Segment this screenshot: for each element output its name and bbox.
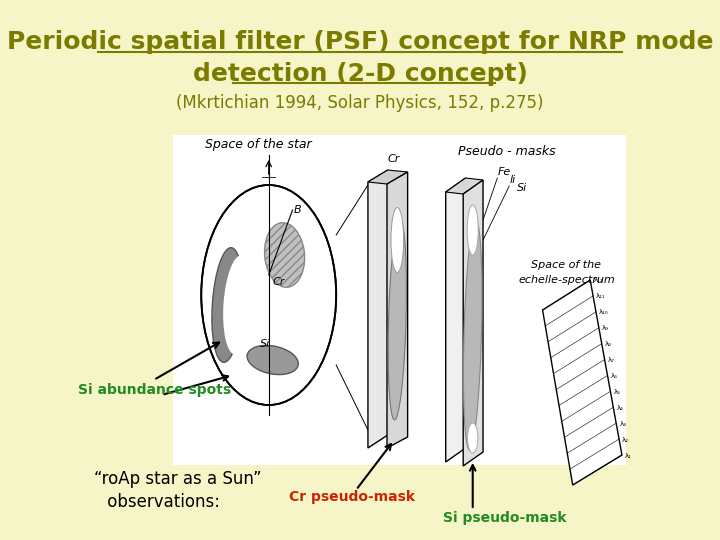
Polygon shape bbox=[368, 170, 408, 184]
Text: li: li bbox=[509, 175, 516, 185]
Text: Si pseudo-mask: Si pseudo-mask bbox=[444, 511, 567, 525]
Text: “roAp star as a Sun”: “roAp star as a Sun” bbox=[94, 470, 261, 488]
Text: λ₃: λ₃ bbox=[619, 421, 626, 427]
Text: λ₅: λ₅ bbox=[613, 389, 621, 395]
Ellipse shape bbox=[467, 205, 478, 255]
Polygon shape bbox=[387, 172, 408, 448]
Text: detection (2-D concept): detection (2-D concept) bbox=[192, 62, 528, 86]
Ellipse shape bbox=[464, 220, 482, 450]
Text: Space of the: Space of the bbox=[531, 260, 601, 270]
Ellipse shape bbox=[202, 185, 336, 405]
Text: λ₉: λ₉ bbox=[602, 325, 609, 331]
Text: λ₁₂: λ₁₂ bbox=[593, 277, 603, 283]
Text: Cr: Cr bbox=[272, 277, 284, 287]
Polygon shape bbox=[463, 180, 483, 466]
Text: Si abundance spots: Si abundance spots bbox=[78, 383, 231, 397]
Text: Cr: Cr bbox=[388, 154, 400, 164]
Text: Space of the star: Space of the star bbox=[205, 138, 312, 151]
Text: (Mkrtichian 1994, Solar Physics, 152, p.275): (Mkrtichian 1994, Solar Physics, 152, p.… bbox=[176, 94, 544, 112]
Ellipse shape bbox=[212, 248, 243, 362]
Text: λ₁₁: λ₁₁ bbox=[596, 293, 606, 299]
Ellipse shape bbox=[391, 207, 404, 273]
Text: Periodic spatial filter (PSF) concept for NRP mode: Periodic spatial filter (PSF) concept fo… bbox=[6, 30, 714, 54]
Ellipse shape bbox=[264, 222, 305, 287]
Text: observations:: observations: bbox=[102, 493, 220, 511]
Text: λ₁: λ₁ bbox=[625, 453, 632, 459]
Text: λ₈: λ₈ bbox=[605, 341, 612, 347]
Text: λ₄: λ₄ bbox=[616, 405, 624, 411]
Ellipse shape bbox=[223, 255, 254, 355]
Ellipse shape bbox=[247, 346, 298, 375]
Text: λ₆: λ₆ bbox=[611, 373, 618, 379]
Polygon shape bbox=[543, 280, 622, 485]
Polygon shape bbox=[446, 178, 483, 194]
Text: Si: Si bbox=[260, 339, 270, 349]
FancyBboxPatch shape bbox=[174, 135, 626, 465]
Ellipse shape bbox=[388, 220, 407, 420]
Text: echelle-spectrum: echelle-spectrum bbox=[518, 275, 615, 285]
Text: Cr pseudo-mask: Cr pseudo-mask bbox=[289, 490, 415, 504]
Text: λ₇: λ₇ bbox=[608, 357, 615, 363]
Text: Si: Si bbox=[517, 183, 528, 193]
Polygon shape bbox=[368, 170, 388, 448]
Ellipse shape bbox=[467, 423, 478, 453]
Text: B: B bbox=[294, 205, 302, 215]
Polygon shape bbox=[446, 178, 466, 462]
Text: λ₁₀: λ₁₀ bbox=[599, 309, 609, 315]
Text: λ₂: λ₂ bbox=[622, 437, 629, 443]
Text: Pseudo - masks: Pseudo - masks bbox=[458, 145, 556, 158]
Text: Fe: Fe bbox=[498, 167, 510, 177]
